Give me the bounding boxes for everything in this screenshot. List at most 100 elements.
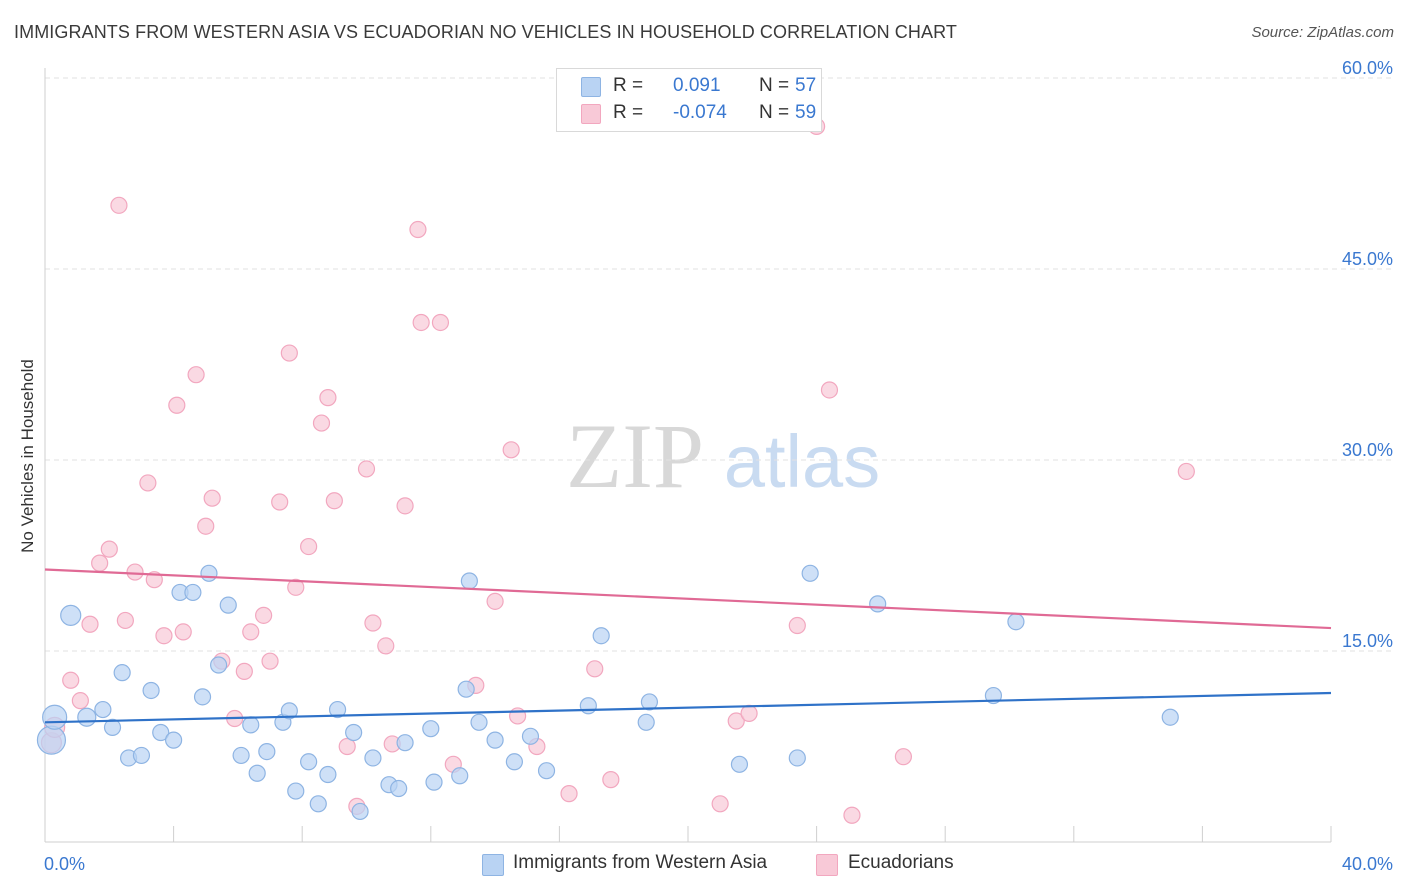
ecuadorian-point	[126, 563, 144, 581]
western-asia-point	[422, 720, 440, 738]
y-tick-label: 30.0%	[1342, 440, 1393, 460]
western-asia-point	[351, 802, 369, 821]
legend-r-label: R =	[613, 75, 644, 96]
ecuadorian-point	[1177, 462, 1195, 481]
western-asia-point	[637, 713, 655, 731]
legend-n-label: N =	[759, 102, 790, 123]
ecuadorian-point	[197, 517, 215, 535]
western-asia-point	[730, 755, 749, 773]
data-points	[36, 117, 1195, 824]
ecuadorian-point	[377, 637, 395, 655]
series-name-ecuadorians: Ecuadorians	[848, 852, 954, 873]
western-asia-point	[42, 704, 68, 730]
legend-n-value: 59	[795, 102, 817, 123]
western-asia-point	[579, 697, 597, 715]
ecuadorian-point	[174, 623, 192, 641]
ecuadorian-point	[110, 196, 128, 214]
western-asia-point	[200, 564, 218, 582]
western-asia-point	[801, 564, 819, 582]
ecuadorian-point	[325, 492, 343, 510]
ecuadorian-point	[312, 414, 331, 432]
western-asia-point	[505, 753, 523, 771]
western-asia-point	[280, 702, 298, 720]
ecuadorian-point	[168, 396, 186, 414]
ecuadorian-point	[62, 671, 80, 689]
ecuadorian-point	[255, 606, 273, 624]
western-asia-point	[219, 596, 237, 614]
legend-r-label: R =	[613, 102, 644, 123]
ecuadorian-point	[71, 692, 89, 710]
western-asia-point	[152, 723, 170, 742]
gridlines	[45, 77, 1392, 652]
ecuadorian-point	[788, 616, 806, 635]
x-tick-label: 0.0%	[44, 854, 85, 874]
western-asia-point	[193, 688, 212, 706]
ecuadorian-point	[116, 611, 134, 630]
western-asia-point	[258, 742, 276, 761]
western-asia-point	[470, 713, 488, 731]
ecuadorian-point	[242, 623, 260, 641]
trend-lines	[44, 568, 1332, 724]
western-asia-point	[345, 723, 363, 742]
x-tick-label: 40.0%	[1342, 854, 1393, 874]
ecuadorian-point	[502, 441, 520, 459]
western-asia-point	[640, 693, 659, 711]
ecuadorian-point	[486, 592, 504, 610]
y-tick-label: 60.0%	[1342, 58, 1393, 78]
series-swatch-blue	[482, 854, 504, 876]
legend-r-value: -0.074	[673, 102, 727, 123]
western-asia-point	[36, 725, 67, 755]
watermark-atlas: atlas	[724, 420, 880, 503]
ecuadorian-point	[740, 704, 758, 722]
western-asia-point	[364, 749, 382, 767]
western-asia-point	[457, 680, 475, 698]
ecuadorian-point	[139, 474, 157, 492]
western-asia-point	[788, 749, 806, 767]
western-asia-point	[451, 767, 469, 785]
ecuadorian-point	[711, 795, 729, 813]
ecuadorian-point	[100, 540, 118, 558]
ecuadorian-point	[187, 366, 205, 384]
ecuadorian-point	[412, 313, 430, 332]
ecuadorian-point	[91, 554, 109, 572]
ecuadorian-point	[319, 389, 337, 407]
ecuadorian-point	[300, 537, 318, 556]
chart-title: IMMIGRANTS FROM WESTERN ASIA VS ECUADORI…	[14, 22, 957, 42]
legend-r-value: 0.091	[673, 75, 721, 96]
ecuadorian-point	[271, 493, 289, 511]
ecuadorian-point	[203, 489, 221, 507]
western-asia-point	[328, 700, 347, 719]
western-asia-point	[94, 700, 112, 719]
western-asia-point	[60, 604, 82, 626]
legend-n-label: N =	[759, 75, 790, 96]
western-asia-point	[1007, 613, 1025, 631]
western-asia-point	[165, 731, 183, 749]
western-asia-point	[396, 734, 414, 752]
ecuadorian-point	[431, 313, 450, 332]
ecuadorian-point	[357, 460, 376, 478]
ecuadorian-point	[894, 748, 913, 766]
ecuadorian-point	[287, 578, 305, 596]
western-asia-point	[309, 795, 327, 813]
y-tick-label: 45.0%	[1342, 249, 1393, 269]
western-asia-point	[287, 782, 305, 800]
western-asia-point	[184, 583, 202, 602]
ecuadorian-point	[261, 652, 279, 670]
ecuadorian-trend-line	[44, 568, 1332, 630]
ecuadorian-point	[560, 785, 578, 803]
series-name-western-asia: Immigrants from Western Asia	[513, 852, 768, 873]
watermark: ZIP atlas	[566, 405, 880, 507]
ecuadorian-point	[396, 497, 414, 515]
ecuadorian-point	[155, 627, 173, 645]
source-label: Source: ZipAtlas.com	[1251, 24, 1394, 41]
western-asia-point	[1161, 708, 1179, 726]
ecuadorian-point	[338, 737, 356, 756]
ecuadorian-point	[235, 662, 253, 680]
western-asia-point	[869, 595, 887, 613]
ecuadorian-point	[364, 614, 382, 632]
ecuadorian-point	[843, 806, 861, 824]
x-tick-labels: 0.0% 40.0%	[44, 854, 1393, 874]
ecuadorian-point	[602, 771, 620, 789]
western-asia-point	[248, 764, 266, 782]
